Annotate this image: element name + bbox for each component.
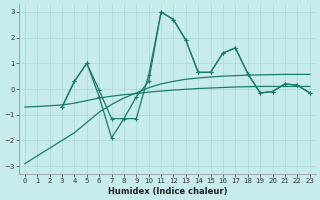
X-axis label: Humidex (Indice chaleur): Humidex (Indice chaleur) — [108, 187, 227, 196]
